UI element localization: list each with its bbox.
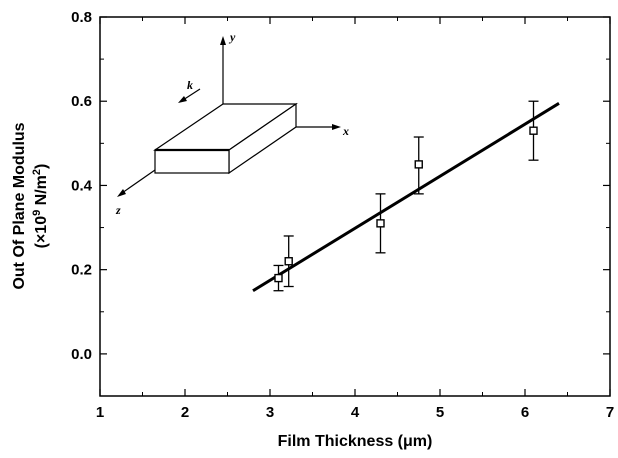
x-axis-title: Film Thickness (μm) [278, 433, 433, 450]
x-tick-label: 5 [436, 404, 444, 421]
x-tick-label: 6 [521, 404, 529, 421]
x-tick-label: 4 [351, 404, 360, 421]
inset-label-k: k [187, 78, 193, 92]
inset-y-arrowhead [220, 36, 226, 45]
y-tick-label: 0.0 [71, 346, 92, 363]
y-axis-units: (×109 N/m2) [31, 164, 50, 249]
data-point [375, 193, 386, 254]
inset-k-arrow [182, 88, 201, 101]
data-points [273, 100, 539, 292]
x-tick-labels: 1 2 3 4 5 6 7 [96, 404, 614, 421]
fit-line [252, 102, 560, 293]
y-tick-label: 0.2 [71, 262, 92, 279]
y-axis-title-group: Out Of Plane Modulus [11, 122, 28, 289]
y-tick-label: 0.6 [71, 93, 92, 110]
inset-label-x: x [342, 124, 349, 138]
y-units-unit-exponent: 2 [31, 169, 43, 175]
inset-z-axis [121, 169, 156, 194]
inset-z-arrowhead [117, 189, 126, 197]
y-tick-label: 0.4 [71, 177, 93, 194]
inset-k-arrowhead [178, 96, 187, 103]
x-tick-label: 1 [96, 404, 104, 421]
y-units-suffix: ) [33, 164, 50, 169]
point-marker [274, 273, 283, 283]
y-units-prefix: (×10 [33, 216, 50, 249]
data-point [283, 235, 294, 288]
data-point [528, 100, 539, 161]
inset-x-arrowhead [332, 124, 341, 130]
y-tick-labels: 0.0 0.2 0.4 0.6 0.8 [71, 9, 93, 363]
data-point [413, 136, 424, 195]
point-marker [284, 257, 293, 266]
x-tick-label: 2 [181, 404, 189, 421]
inset-diagram: y x z k [115, 30, 349, 217]
y-tick-label: 0.8 [71, 9, 92, 26]
point-marker [414, 160, 423, 169]
point-marker [376, 219, 385, 228]
data-point [273, 264, 284, 292]
inset-label-z: z [115, 203, 121, 217]
x-tick-label: 7 [606, 404, 614, 421]
inset-label-y: y [228, 30, 236, 44]
y-axis-title: Out Of Plane Modulus [11, 122, 28, 289]
axis-ticks [99, 16, 611, 397]
y-units-exponent: 9 [31, 210, 43, 216]
x-tick-label: 3 [266, 404, 274, 421]
y-axis-units-group: (×109 N/m2) [31, 164, 50, 249]
plot-frame [99, 16, 611, 397]
inset-box-front [154, 149, 230, 174]
point-marker [529, 126, 538, 135]
y-units-middle: N/m [33, 175, 50, 210]
